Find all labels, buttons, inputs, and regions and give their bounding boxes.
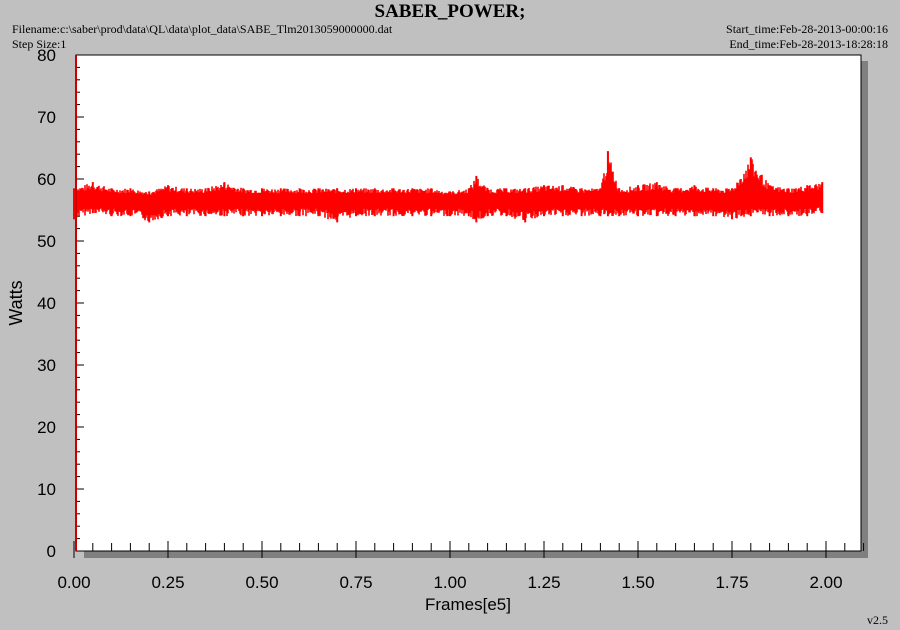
y-axis-ticks <box>76 54 84 552</box>
y-tick-label: 60 <box>37 170 56 189</box>
x-tick-label: 0.00 <box>57 573 90 592</box>
start-time-label: Start_time:Feb-28-2013-00:00:16 <box>726 22 888 36</box>
y-tick-label: 40 <box>37 294 56 313</box>
x-tick-label: 0.50 <box>245 573 278 592</box>
x-tick-label: 1.50 <box>621 573 654 592</box>
x-tick-label: 0.25 <box>151 573 184 592</box>
y-tick-label: 30 <box>37 356 56 375</box>
x-axis-tick-labels: 0.00 0.25 0.50 0.75 1.00 1.25 1.50 1.75 2.00 <box>57 573 842 592</box>
y-tick-label: 20 <box>37 418 56 437</box>
y-tick-label: 0 <box>47 542 56 561</box>
x-axis-label: Frames[e5] <box>425 595 511 614</box>
x-tick-label: 1.25 <box>527 573 560 592</box>
x-tick-label: 2.00 <box>809 573 842 592</box>
x-tick-label: 0.75 <box>339 573 372 592</box>
y-tick-label: 70 <box>37 108 56 127</box>
series-group <box>73 151 824 223</box>
step-size-label: Step Size:1 <box>12 37 67 51</box>
x-tick-label: 1.75 <box>715 573 748 592</box>
y-tick-label: 50 <box>37 232 56 251</box>
plot-area <box>75 54 862 552</box>
chart-title: SABER_POWER; <box>374 1 526 22</box>
version-label: v2.5 <box>867 613 888 627</box>
y-tick-label: 80 <box>37 46 56 65</box>
x-tick-label: 1.00 <box>433 573 466 592</box>
y-axis-label: Watts <box>6 280 26 325</box>
end-time-label: End_time:Feb-28-2013-18:28:18 <box>729 37 888 51</box>
y-axis-tick-labels: 0 10 20 30 40 50 60 70 80 <box>37 46 56 561</box>
x-axis-ticks <box>73 541 865 558</box>
filename-label: Filename:c:\saber\prod\data\QL\data\plot… <box>12 22 393 36</box>
y-tick-label: 10 <box>37 480 56 499</box>
